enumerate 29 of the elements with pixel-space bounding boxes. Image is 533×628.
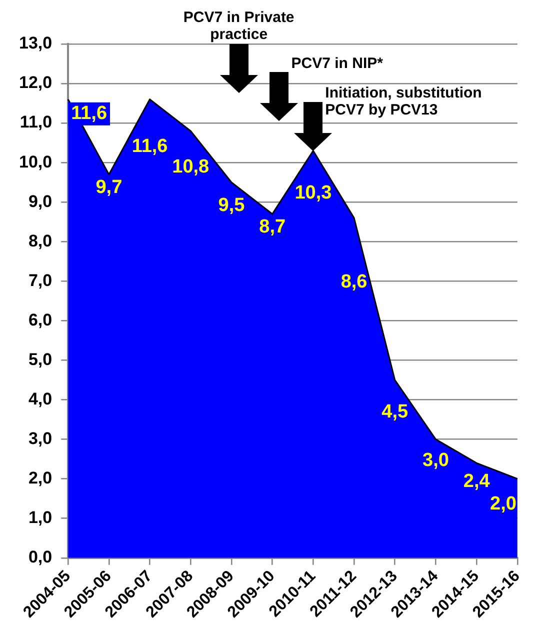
y-tick-label: 0,0 <box>28 548 52 567</box>
data-label: 8,6 <box>340 272 368 293</box>
y-tick-label: 4,0 <box>28 389 52 408</box>
data-label: 9,7 <box>96 177 122 198</box>
y-tick-label: 11,0 <box>20 112 52 132</box>
data-label: 2,4 <box>463 470 490 492</box>
y-tick-label: 6,0 <box>28 310 52 330</box>
annotation: PCV7 in NIP* <box>291 55 384 72</box>
y-tick-label: 2,0 <box>28 468 52 488</box>
y-tick-label: 12,0 <box>18 73 52 92</box>
y-tick-label: 5,0 <box>28 350 52 369</box>
data-label: 9,5 <box>218 195 246 216</box>
data-label: 10,3 <box>294 182 332 204</box>
data-label: 10,8 <box>172 156 210 178</box>
y-tick-label: 10,0 <box>18 152 52 172</box>
y-tick-label: 1,0 <box>28 508 52 528</box>
data-label: 2,0 <box>490 494 516 515</box>
y-tick-label: 13,0 <box>18 34 52 53</box>
annotation: Initiation, substitution PCV7 by PCV13 <box>325 84 482 118</box>
y-tick-label: 8,0 <box>28 231 52 250</box>
data-label: 4,5 <box>382 402 409 423</box>
data-label: 8,7 <box>259 216 286 238</box>
y-tick-label: 3,0 <box>28 429 52 448</box>
data-label: 11,6 <box>71 103 108 124</box>
y-tick-label: 7,0 <box>28 270 52 290</box>
text: PCV7 in Private practice <box>183 9 294 44</box>
y-tick-label: 9,0 <box>28 192 52 211</box>
data-label: 11,6 <box>132 136 168 158</box>
data-label: 3,0 <box>422 450 449 472</box>
